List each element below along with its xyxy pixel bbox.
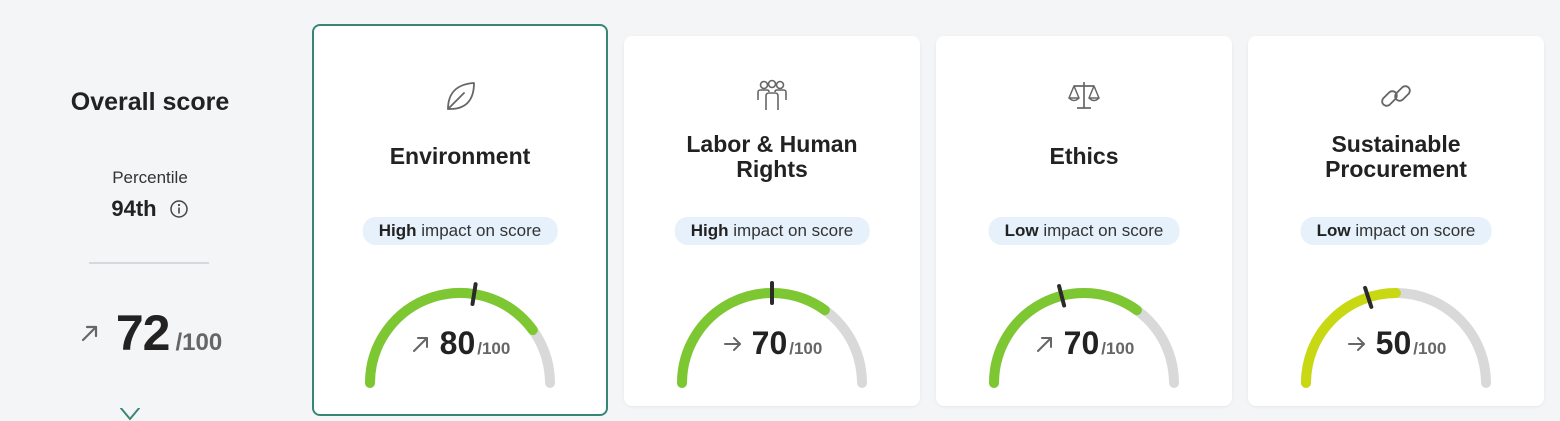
category-score-denominator: /100 [1101, 339, 1134, 359]
category-title-line: Procurement [1268, 157, 1524, 182]
overall-score-value: 72 [116, 304, 170, 362]
impact-text: impact on score [1355, 221, 1475, 240]
divider [89, 262, 209, 264]
category-title: Environment [334, 144, 586, 169]
impact-badge: Low impact on score [1301, 217, 1492, 245]
arrow-up-right-icon [78, 321, 102, 345]
impact-badge: High impact on score [363, 217, 558, 245]
category-title-line: Ethics [956, 144, 1212, 169]
gauge-marker [473, 284, 476, 304]
impact-badge: Low impact on score [989, 217, 1180, 245]
gauge-marker [1059, 286, 1064, 305]
category-score-row: 70/100 [624, 325, 920, 362]
arrow-up-right-icon [1034, 333, 1056, 355]
arrow-right-icon [1346, 333, 1368, 355]
category-score-denominator: /100 [477, 339, 510, 359]
link-icon [1376, 76, 1416, 116]
category-title-line: Rights [644, 157, 900, 182]
selected-card-pointer [120, 407, 140, 421]
category-card-ethics[interactable]: Ethics Low impact on score 70/100 [936, 36, 1232, 406]
leaf-icon [440, 76, 480, 116]
impact-badge: High impact on score [675, 217, 870, 245]
category-score-denominator: /100 [1413, 339, 1446, 359]
category-title: Ethics [956, 144, 1212, 169]
category-score-value: 50 [1376, 325, 1412, 362]
category-score-denominator: /100 [789, 339, 822, 359]
category-title-line: Environment [334, 144, 586, 169]
info-icon[interactable] [169, 199, 189, 219]
category-title-line: Labor & Human [644, 132, 900, 157]
impact-text: impact on score [733, 221, 853, 240]
impact-level: Low [1317, 221, 1351, 240]
impact-level: High [379, 221, 417, 240]
impact-level: High [691, 221, 729, 240]
impact-level: Low [1005, 221, 1039, 240]
arrow-up-right-icon [410, 333, 432, 355]
arrow-right-icon [722, 333, 744, 355]
percentile-row: 94th [40, 196, 260, 222]
scale-icon [1064, 76, 1104, 116]
category-title-line: Sustainable [1268, 132, 1524, 157]
category-score-value: 70 [1064, 325, 1100, 362]
category-score-row: 50/100 [1248, 325, 1544, 362]
overall-score-title: Overall score [40, 88, 260, 117]
category-score-row: 80/100 [314, 325, 606, 362]
impact-text: impact on score [1043, 221, 1163, 240]
overall-score-panel: Overall score Percentile 94th 72 /100 [40, 60, 260, 400]
category-card-environment[interactable]: Environment High impact on score 80/100 [312, 24, 608, 416]
people-group-icon [752, 76, 792, 116]
impact-text: impact on score [421, 221, 541, 240]
overall-score-denominator: /100 [175, 329, 222, 357]
category-score-row: 70/100 [936, 325, 1232, 362]
percentile-label: Percentile [40, 168, 260, 188]
category-score-value: 70 [752, 325, 788, 362]
overall-score-value-row: 72 /100 [40, 304, 260, 362]
category-score-value: 80 [440, 325, 476, 362]
percentile-value: 94th [111, 196, 156, 222]
